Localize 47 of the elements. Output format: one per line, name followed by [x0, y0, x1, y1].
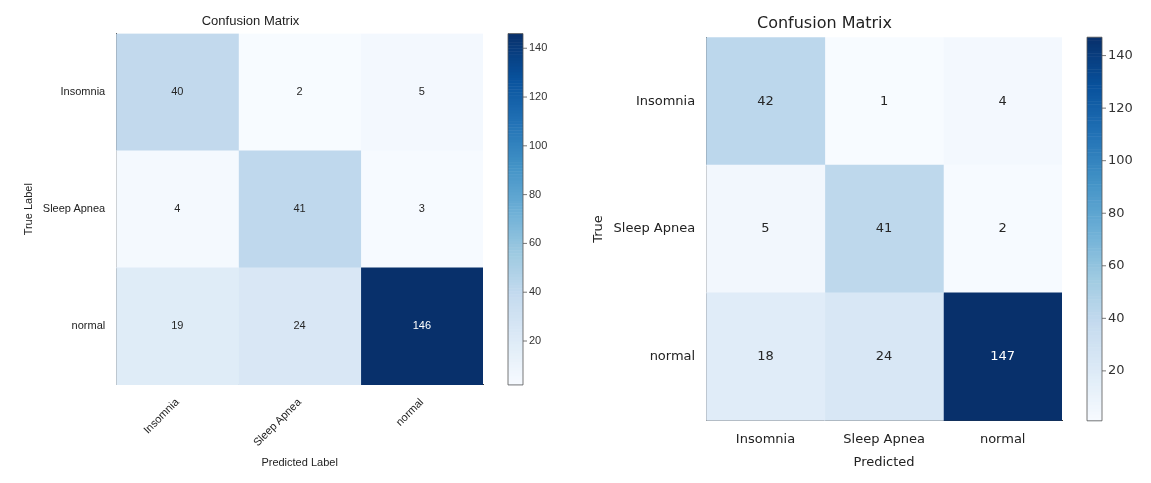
color-bar-label: 140 [529, 41, 548, 54]
data-label: 3 [418, 202, 425, 215]
x-axis-title: Predicted [853, 453, 915, 469]
x-tick-label: normal [979, 430, 1026, 446]
color-bar-label: 60 [529, 236, 542, 249]
color-bar-label: 140 [1108, 46, 1133, 62]
y-tick-label: Sleep Apnea [42, 202, 107, 215]
y-tick-label: normal [71, 319, 106, 332]
x-tick-label: Insomnia [735, 430, 796, 446]
data-label: 4 [998, 92, 1007, 108]
color-bar-label: 100 [1108, 152, 1133, 168]
data-label: 41 [293, 202, 306, 215]
data-label: 41 [875, 220, 893, 236]
data-label: 5 [761, 220, 770, 236]
y-axis-title: True [590, 215, 606, 244]
color-bar-label: 120 [1108, 99, 1133, 115]
data-label: 146 [412, 319, 432, 332]
data-label: 40 [171, 85, 184, 98]
color-bar-label: 20 [1108, 362, 1125, 378]
data-label: 2 [296, 85, 303, 98]
color-bar-label: 40 [529, 285, 542, 298]
y-tick-label: normal [649, 348, 696, 364]
color-bar-label: 80 [1108, 204, 1125, 220]
y-axis-title: True Label [21, 183, 34, 236]
color-bar-label: 100 [529, 138, 548, 151]
data-label: 2 [998, 220, 1007, 236]
color-bar-label: 60 [1108, 257, 1125, 273]
data-label: 1 [879, 92, 889, 108]
chart-title: Confusion Matrix [201, 13, 300, 29]
data-label: 18 [757, 348, 774, 364]
y-tick-label: Sleep Apnea [613, 220, 696, 236]
color-bar-label: 120 [529, 90, 548, 103]
y-tick-label: Insomnia [635, 92, 696, 108]
color-bar-label: 80 [529, 187, 542, 200]
chart-title: Confusion Matrix [756, 12, 893, 32]
x-tick-label: Sleep Apnea [843, 430, 925, 446]
color-bar-label: 40 [1108, 309, 1125, 325]
data-label: 24 [875, 348, 893, 364]
data-label: 24 [293, 319, 306, 332]
data-label: 19 [171, 319, 184, 332]
data-label: 4 [174, 202, 181, 215]
data-label: 42 [757, 92, 774, 108]
color-bar-label: 20 [529, 334, 542, 347]
x-axis-title: Predicted Label [261, 456, 338, 469]
data-label: 5 [418, 85, 425, 98]
data-label: 147 [990, 348, 1016, 364]
y-tick-label: Insomnia [60, 85, 107, 98]
